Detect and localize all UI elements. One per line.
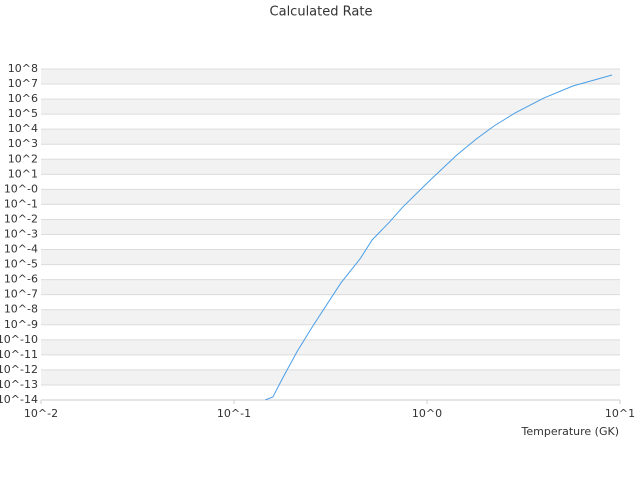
x-axis-label: Temperature (GK) [521, 425, 620, 438]
y-tick-label: 10^-1 [4, 197, 38, 210]
y-tick-label: 10^-6 [4, 273, 38, 286]
y-tick-label: 10^-4 [4, 243, 38, 256]
x-tick-label: 10^0 [412, 407, 442, 420]
y-tick-label: 10^-9 [4, 318, 38, 331]
y-tick-label: 10^3 [8, 137, 38, 150]
grid-band [41, 309, 620, 325]
grid-band [41, 339, 620, 355]
y-tick-label: 10^-5 [4, 258, 38, 271]
y-tick-label: 10^2 [8, 152, 38, 165]
x-tick-label: 10^-2 [24, 407, 58, 420]
grid-band [41, 249, 620, 265]
y-tick-label: 10^-8 [4, 303, 38, 316]
y-tick-label: 10^-7 [4, 288, 38, 301]
y-tick-label: 10^-13 [0, 378, 38, 391]
y-tick-label: 10^-3 [4, 228, 38, 241]
y-tick-label: 10^8 [8, 62, 38, 75]
grid-band [41, 69, 620, 85]
y-tick-label: 10^-14 [0, 393, 38, 406]
x-tick-label: 10^1 [605, 407, 635, 420]
y-tick-label: 10^-2 [4, 212, 38, 225]
grid-band [41, 159, 620, 175]
grid-band [41, 219, 620, 235]
data-line [264, 74, 613, 400]
y-tick-label: 10^6 [8, 92, 38, 105]
grid-band [41, 369, 620, 385]
x-tick-label: 10^-1 [217, 407, 251, 420]
y-tick-label: 10^-0 [4, 182, 38, 195]
y-tick-label: 10^-10 [0, 333, 38, 346]
grid-band [41, 279, 620, 295]
y-tick-label: 10^5 [8, 107, 38, 120]
grid-band [41, 189, 620, 205]
y-tick-label: 10^4 [8, 122, 38, 135]
grid-band [41, 99, 620, 115]
chart-title: Calculated Rate [270, 5, 373, 20]
grid-band [41, 129, 620, 145]
y-tick-label: 10^-11 [0, 348, 38, 361]
y-tick-label: 10^-12 [0, 363, 38, 376]
y-tick-label: 10^1 [8, 167, 38, 180]
y-tick-label: 10^7 [8, 77, 38, 90]
